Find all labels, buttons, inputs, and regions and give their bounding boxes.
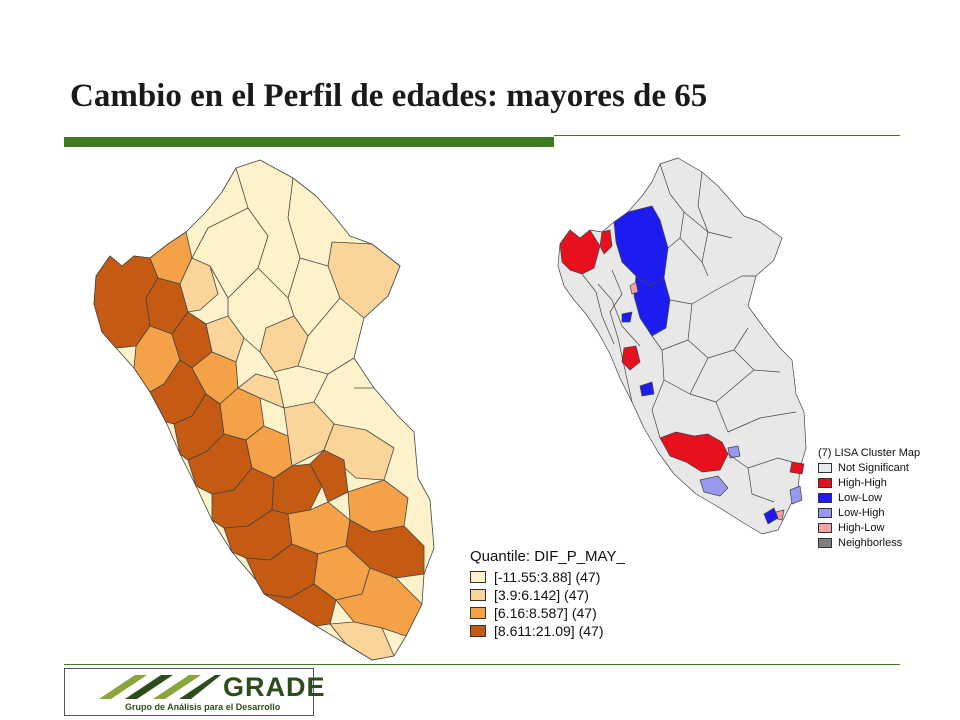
legend-label: Low-Low xyxy=(838,491,883,504)
quantile-legend: Quantile: DIF_P_MAY_ [-11.55:3.88] (47) … xyxy=(470,548,625,640)
lisa-legend: (7) LISA Cluster Map Not Significant Hig… xyxy=(818,447,920,550)
bottom-rule xyxy=(64,664,900,665)
legend-label: [3.9:6.142] (47) xyxy=(494,587,589,603)
slide-title: Cambio en el Perfil de edades: mayores d… xyxy=(70,78,708,114)
legend-swatch xyxy=(818,477,832,488)
grade-logo: GRADE Grupo de Análisis para el Desarrol… xyxy=(64,668,325,716)
grade-logo-tagline: Grupo de Análisis para el Desarrollo xyxy=(125,702,281,712)
legend-label: [-11.55:3.88] (47) xyxy=(494,569,601,585)
legend-label: [8.611:21.09] (47) xyxy=(494,623,604,639)
quantile-map xyxy=(88,148,466,664)
lisa-legend-item: High-Low xyxy=(818,520,920,535)
quantile-legend-item: [6.16:8.587] (47) xyxy=(470,604,625,622)
legend-label: [6.16:8.587] (47) xyxy=(494,605,597,621)
legend-swatch xyxy=(470,571,486,583)
quantile-legend-item: [-11.55:3.88] (47) xyxy=(470,568,625,586)
lisa-legend-item: Not Significant xyxy=(818,460,920,475)
legend-swatch xyxy=(470,607,486,619)
quantile-legend-item: [3.9:6.142] (47) xyxy=(470,586,625,604)
legend-swatch xyxy=(470,625,486,637)
lisa-cluster-map xyxy=(552,150,832,542)
title-rule-thick xyxy=(64,137,554,147)
quantile-legend-item: [8.611:21.09] (47) xyxy=(470,622,625,640)
lisa-legend-item: High-High xyxy=(818,475,920,490)
grade-logo-mark-icon xyxy=(99,675,221,699)
legend-label: High-High xyxy=(838,476,887,489)
grade-logo-name: GRADE xyxy=(223,672,326,702)
lisa-legend-title: (7) LISA Cluster Map xyxy=(818,447,921,459)
quantile-legend-title: Quantile: DIF_P_MAY_ xyxy=(470,548,625,565)
legend-swatch xyxy=(818,522,832,533)
legend-label: Neighborless xyxy=(838,536,903,549)
legend-label: Not Significant xyxy=(838,461,909,474)
legend-swatch xyxy=(818,537,832,548)
legend-swatch xyxy=(818,492,832,503)
legend-label: High-Low xyxy=(838,521,885,534)
lisa-legend-item: Neighborless xyxy=(818,535,920,550)
legend-swatch xyxy=(470,589,486,601)
title-rule-thin xyxy=(554,135,900,136)
legend-label: Low-High xyxy=(838,506,885,519)
legend-swatch xyxy=(818,462,832,473)
legend-swatch xyxy=(818,507,832,518)
lisa-legend-item: Low-High xyxy=(818,505,920,520)
lisa-legend-item: Low-Low xyxy=(818,490,920,505)
